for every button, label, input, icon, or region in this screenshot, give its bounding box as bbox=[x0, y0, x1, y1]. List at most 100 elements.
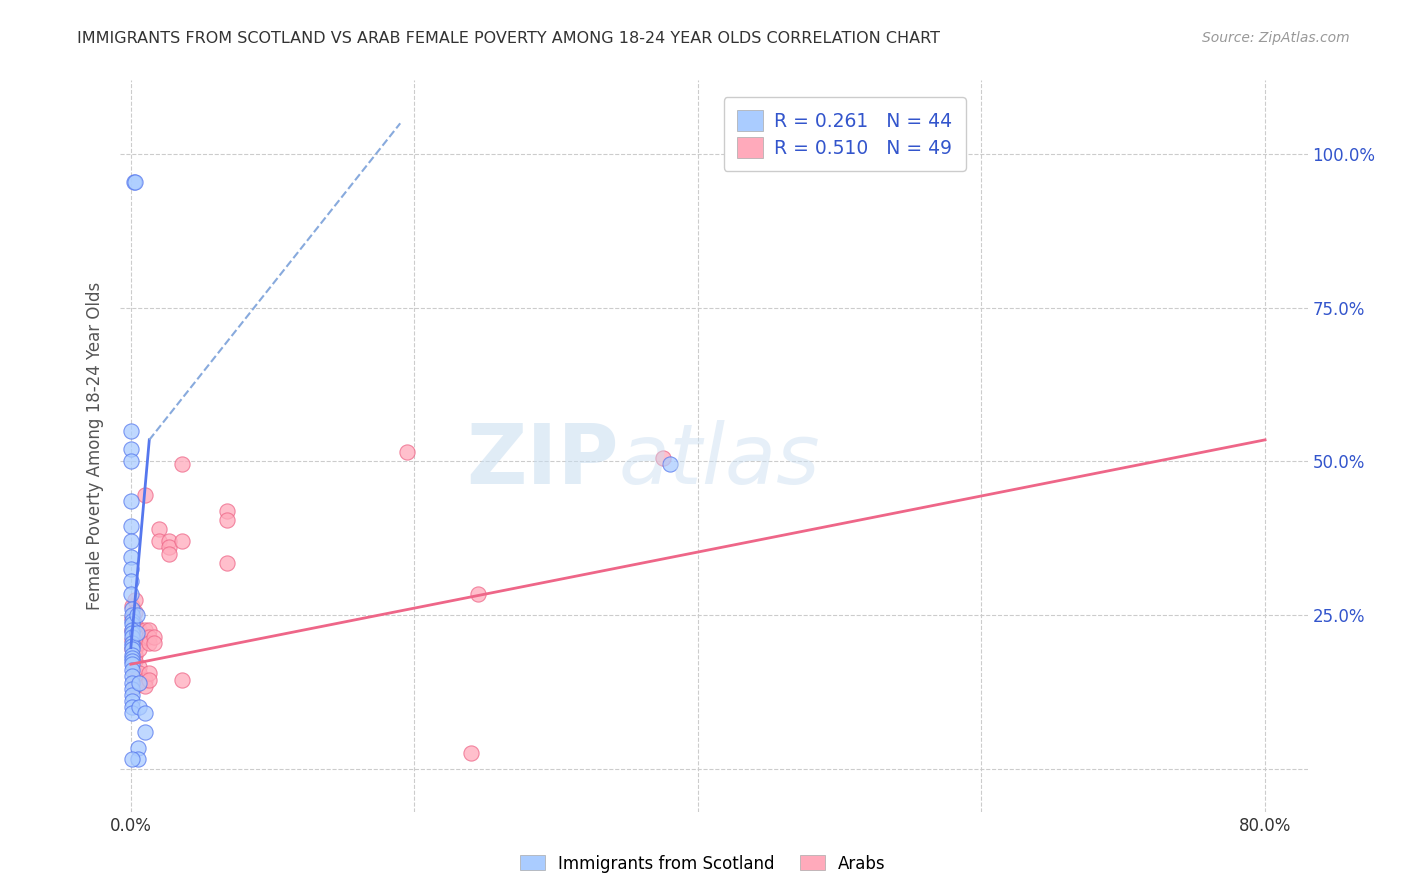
Point bbox=[170, 673, 193, 687]
Point bbox=[157, 541, 180, 555]
Point bbox=[121, 657, 143, 672]
Point bbox=[121, 641, 143, 656]
Point bbox=[121, 752, 143, 766]
Point bbox=[122, 175, 145, 189]
Point bbox=[148, 534, 170, 549]
Point bbox=[396, 445, 419, 459]
Point bbox=[460, 747, 482, 761]
Point bbox=[120, 534, 142, 549]
Point bbox=[121, 700, 143, 714]
Point bbox=[217, 513, 239, 527]
Text: IMMIGRANTS FROM SCOTLAND VS ARAB FEMALE POVERTY AMONG 18-24 YEAR OLDS CORRELATIO: IMMIGRANTS FROM SCOTLAND VS ARAB FEMALE … bbox=[77, 31, 941, 46]
Point bbox=[120, 442, 142, 456]
Point bbox=[121, 639, 143, 653]
Point bbox=[658, 458, 681, 472]
Point bbox=[121, 614, 143, 628]
Text: ZIP: ZIP bbox=[465, 420, 619, 501]
Point bbox=[124, 636, 146, 650]
Point bbox=[124, 605, 146, 619]
Point bbox=[170, 458, 193, 472]
Point bbox=[127, 752, 149, 766]
Point bbox=[121, 624, 143, 638]
Point bbox=[121, 611, 143, 625]
Point bbox=[138, 630, 160, 644]
Point bbox=[121, 602, 143, 616]
Point bbox=[120, 574, 142, 589]
Point bbox=[124, 673, 146, 687]
Legend: Immigrants from Scotland, Arabs: Immigrants from Scotland, Arabs bbox=[513, 848, 893, 880]
Point bbox=[127, 741, 149, 756]
Point bbox=[124, 592, 146, 607]
Point bbox=[128, 700, 150, 714]
Point bbox=[120, 454, 142, 468]
Point bbox=[134, 630, 156, 644]
Point bbox=[125, 626, 148, 640]
Point bbox=[120, 494, 142, 508]
Point bbox=[134, 679, 156, 693]
Point bbox=[467, 586, 489, 600]
Point bbox=[121, 599, 143, 613]
Point bbox=[134, 724, 156, 739]
Point bbox=[124, 630, 146, 644]
Point bbox=[124, 641, 146, 656]
Point bbox=[128, 660, 150, 674]
Point bbox=[121, 648, 143, 662]
Point bbox=[124, 617, 146, 632]
Point bbox=[217, 503, 239, 517]
Legend: R = 0.261   N = 44, R = 0.510   N = 49: R = 0.261 N = 44, R = 0.510 N = 49 bbox=[724, 97, 966, 170]
Point bbox=[142, 630, 165, 644]
Point bbox=[121, 669, 143, 683]
Point bbox=[134, 488, 156, 502]
Y-axis label: Female Poverty Among 18-24 Year Olds: Female Poverty Among 18-24 Year Olds bbox=[86, 282, 104, 610]
Point bbox=[121, 636, 143, 650]
Point bbox=[121, 651, 143, 665]
Point bbox=[138, 636, 160, 650]
Point bbox=[125, 607, 148, 622]
Point bbox=[124, 624, 146, 638]
Point bbox=[124, 654, 146, 668]
Point bbox=[121, 706, 143, 721]
Point bbox=[217, 556, 239, 570]
Point bbox=[134, 673, 156, 687]
Point bbox=[124, 648, 146, 662]
Point bbox=[124, 679, 146, 693]
Point bbox=[134, 624, 156, 638]
Point bbox=[121, 626, 143, 640]
Text: Source: ZipAtlas.com: Source: ZipAtlas.com bbox=[1202, 31, 1350, 45]
Point bbox=[120, 562, 142, 576]
Point bbox=[120, 424, 142, 438]
Point bbox=[128, 675, 150, 690]
Point bbox=[170, 534, 193, 549]
Point bbox=[121, 664, 143, 678]
Point bbox=[121, 694, 143, 708]
Point bbox=[121, 688, 143, 702]
Point bbox=[121, 632, 143, 647]
Point bbox=[121, 630, 143, 644]
Point bbox=[128, 641, 150, 656]
Point bbox=[124, 175, 146, 189]
Point bbox=[138, 666, 160, 681]
Point bbox=[128, 636, 150, 650]
Point bbox=[128, 624, 150, 638]
Point bbox=[157, 534, 180, 549]
Point bbox=[148, 522, 170, 536]
Point bbox=[124, 666, 146, 681]
Point bbox=[128, 666, 150, 681]
Point bbox=[138, 673, 160, 687]
Point bbox=[651, 451, 673, 466]
Point bbox=[121, 654, 143, 668]
Point bbox=[120, 586, 142, 600]
Point bbox=[138, 624, 160, 638]
Point bbox=[121, 617, 143, 632]
Point bbox=[121, 641, 143, 656]
Point bbox=[120, 549, 142, 564]
Text: atlas: atlas bbox=[619, 420, 820, 501]
Point bbox=[134, 706, 156, 721]
Point bbox=[121, 607, 143, 622]
Point bbox=[121, 624, 143, 638]
Point bbox=[121, 675, 143, 690]
Point bbox=[120, 519, 142, 533]
Point bbox=[142, 636, 165, 650]
Point bbox=[157, 547, 180, 561]
Point bbox=[121, 681, 143, 696]
